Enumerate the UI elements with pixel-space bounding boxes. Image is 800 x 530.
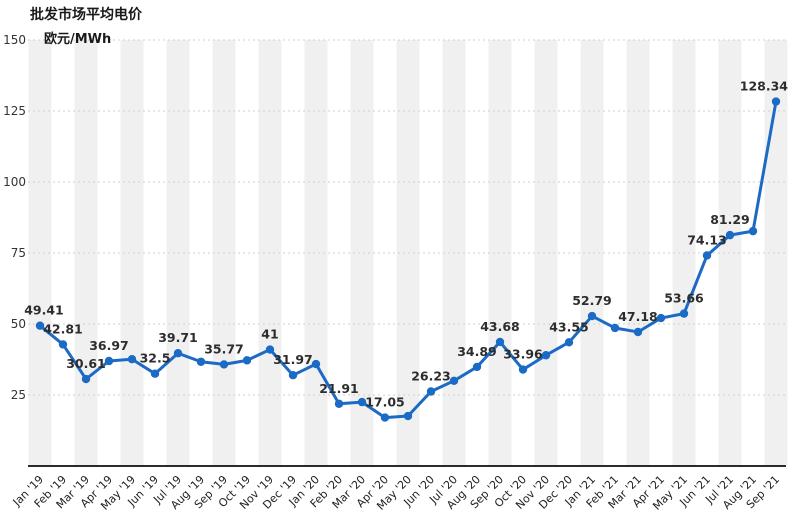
data-point xyxy=(679,309,689,318)
data-label: 53.66 xyxy=(664,291,704,306)
data-point xyxy=(587,311,597,321)
data-label: 17.05 xyxy=(365,395,405,410)
data-point xyxy=(104,356,114,366)
data-point xyxy=(449,376,459,385)
data-point xyxy=(127,355,137,364)
y-axis-unit-label: 欧元/MWh xyxy=(44,31,112,47)
data-point xyxy=(472,362,482,372)
data-label: 41 xyxy=(261,327,278,342)
data-label: 47.18 xyxy=(618,309,658,324)
data-point xyxy=(518,365,528,374)
data-label: 21.91 xyxy=(319,381,359,396)
category-stripe xyxy=(350,40,374,466)
data-point xyxy=(173,349,183,358)
data-point xyxy=(265,345,275,354)
data-point xyxy=(380,413,390,422)
data-point xyxy=(702,251,712,260)
data-point xyxy=(610,323,620,333)
data-label: 31.97 xyxy=(273,352,313,367)
category-stripe xyxy=(74,40,98,466)
data-point xyxy=(564,338,574,347)
data-point xyxy=(150,369,160,378)
data-point xyxy=(334,399,344,408)
category-stripe xyxy=(304,40,328,466)
data-point xyxy=(311,359,321,369)
y-axis-tick-label: 100 xyxy=(3,175,26,189)
data-point xyxy=(426,387,436,396)
y-axis-tick-label: 150 xyxy=(3,33,26,47)
data-point xyxy=(219,360,229,369)
data-point xyxy=(403,411,413,421)
data-label: 128.34 xyxy=(740,79,789,94)
data-point xyxy=(242,356,252,365)
data-point xyxy=(357,397,367,407)
data-label: 42.81 xyxy=(43,321,83,336)
data-label: 30.61 xyxy=(66,356,106,371)
data-point xyxy=(771,97,781,106)
y-axis-tick-label: 75 xyxy=(11,246,26,260)
data-point xyxy=(725,230,735,240)
y-axis-tick-label: 50 xyxy=(11,317,26,331)
data-point xyxy=(748,226,758,236)
data-label: 32.5 xyxy=(140,351,171,366)
data-label: 26.23 xyxy=(411,369,451,384)
data-label: 74.13 xyxy=(687,232,727,247)
y-axis-tick-label: 25 xyxy=(11,388,26,402)
data-label: 34.89 xyxy=(457,344,497,359)
data-label: 43.55 xyxy=(549,319,589,334)
data-label: 35.77 xyxy=(204,341,244,356)
y-axis-tick-label: 125 xyxy=(3,104,26,118)
data-point xyxy=(196,357,206,366)
data-point xyxy=(541,351,551,360)
data-label: 39.71 xyxy=(158,330,198,345)
chart-header: 批发市场平均电价 欧元/MWh xyxy=(30,6,142,47)
data-point xyxy=(58,340,68,349)
data-point xyxy=(81,374,91,384)
data-label: 52.79 xyxy=(572,293,612,308)
data-label: 49.41 xyxy=(24,303,64,318)
data-point xyxy=(288,371,298,380)
data-point xyxy=(35,321,45,330)
chart-title: 批发市场平均电价 xyxy=(30,7,142,23)
data-label: 36.97 xyxy=(89,338,129,353)
data-label: 43.68 xyxy=(480,319,520,334)
data-point xyxy=(495,337,505,347)
category-stripe xyxy=(580,40,604,466)
category-stripe xyxy=(764,40,788,466)
data-label: 33.96 xyxy=(503,347,543,362)
data-point xyxy=(633,327,643,337)
data-point xyxy=(656,313,666,323)
data-label: 81.29 xyxy=(710,212,750,227)
